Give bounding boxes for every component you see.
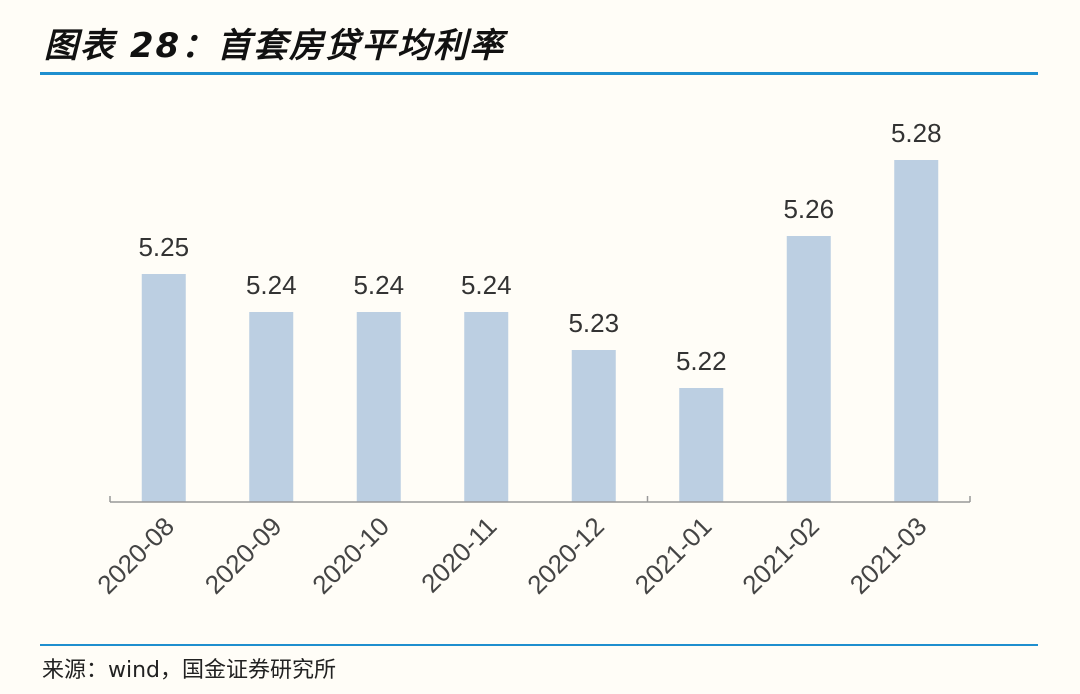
footer-divider (40, 644, 1038, 646)
data-label-2020-11: 5.24 (461, 270, 512, 300)
data-label-2021-02: 5.26 (783, 194, 834, 224)
data-labels-layer: 5.25 5.24 5.24 5.24 5.23 5.22 5.26 5.28 (138, 118, 941, 376)
data-label-2021-03: 5.28 (891, 118, 942, 148)
x-tick-label-2020-11: 2020-11 (415, 511, 502, 598)
data-label-2021-01: 5.22 (676, 346, 727, 376)
x-tick-label-2021-01: 2021-01 (629, 511, 718, 600)
source-note: 来源：wind，国金证券研究所 (42, 658, 337, 683)
x-tick-label-2020-10: 2020-10 (306, 511, 395, 600)
chart-title: 图表 28：首套房贷平均利率 (44, 26, 506, 66)
bar-2020-11 (464, 312, 509, 502)
x-tick-label-2020-12: 2020-12 (521, 511, 610, 600)
x-tick-label-2020-08: 2020-08 (91, 511, 180, 600)
bar-2021-01 (679, 388, 724, 502)
title-divider (40, 72, 1038, 75)
x-tick-label-2021-02: 2021-02 (736, 511, 825, 600)
bars-layer (141, 160, 939, 502)
bar-2020-09 (249, 312, 294, 502)
x-tick-label-2021-03: 2021-03 (844, 511, 933, 600)
data-label-2020-10: 5.24 (353, 270, 404, 300)
x-axis (109, 496, 971, 503)
x-tick-label-2020-09: 2020-09 (199, 511, 288, 600)
title-bar: 图表 28：首套房贷平均利率 (40, 8, 1040, 68)
bar-2021-02 (786, 236, 831, 502)
data-label-2020-09: 5.24 (246, 270, 297, 300)
data-label-2020-08: 5.25 (138, 232, 189, 262)
x-tick-labels-layer: 2020-08 2020-09 2020-10 2020-11 2020-12 2021-… (91, 511, 932, 600)
bar-2020-12 (571, 350, 616, 502)
bar-2020-10 (356, 312, 401, 502)
bar-2021-03 (894, 160, 939, 502)
data-label-2020-12: 5.23 (568, 308, 619, 338)
bar-2020-08 (141, 274, 186, 502)
